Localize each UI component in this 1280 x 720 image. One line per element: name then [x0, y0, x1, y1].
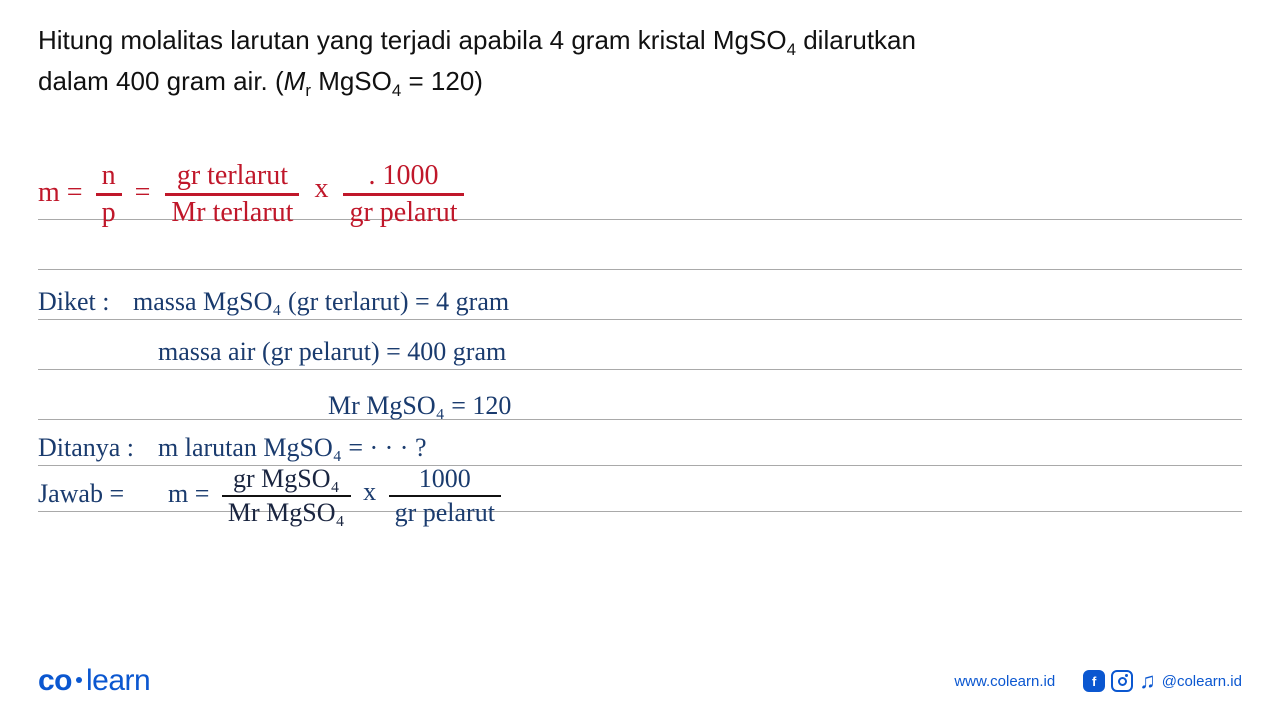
jawab-label: Jawab = — [38, 479, 124, 509]
diket-label: Diket : — [38, 287, 110, 317]
problem-statement: Hitung molalitas larutan yang terjadi ap… — [38, 22, 1200, 103]
instagram-icon — [1111, 670, 1133, 692]
diket-line1: massa MgSO₄ (gr terlarut) = 4 gram — [133, 287, 509, 317]
formula-red: m = n p = gr terlarut Mr terlarut x . 10… — [38, 160, 472, 229]
diket-line3: Mr MgSO₄ = 120 — [328, 391, 511, 421]
logo-dot-icon — [76, 677, 82, 683]
tiktok-icon: ♫ — [1139, 668, 1156, 694]
handwriting-area: m = n p = gr terlarut Mr terlarut x . 10… — [38, 158, 1242, 598]
problem-text: Hitung molalitas larutan yang terjadi ap… — [38, 25, 916, 96]
diket-line2: massa air (gr pelarut) = 400 gram — [158, 337, 506, 367]
ditanya-text: m larutan MgSO₄ = · · · ? — [158, 433, 427, 463]
facebook-icon: f — [1083, 670, 1105, 692]
logo-learn: learn — [86, 664, 150, 697]
footer: colearn www.colearn.id f ♫ @colearn.id — [0, 664, 1280, 698]
social-group: f ♫ @colearn.id — [1083, 668, 1242, 694]
website-url: www.colearn.id — [954, 673, 1055, 690]
logo-co: co — [38, 664, 72, 697]
ditanya-label: Ditanya : — [38, 433, 134, 463]
logo: colearn — [38, 664, 150, 698]
social-handle: @colearn.id — [1162, 673, 1242, 690]
